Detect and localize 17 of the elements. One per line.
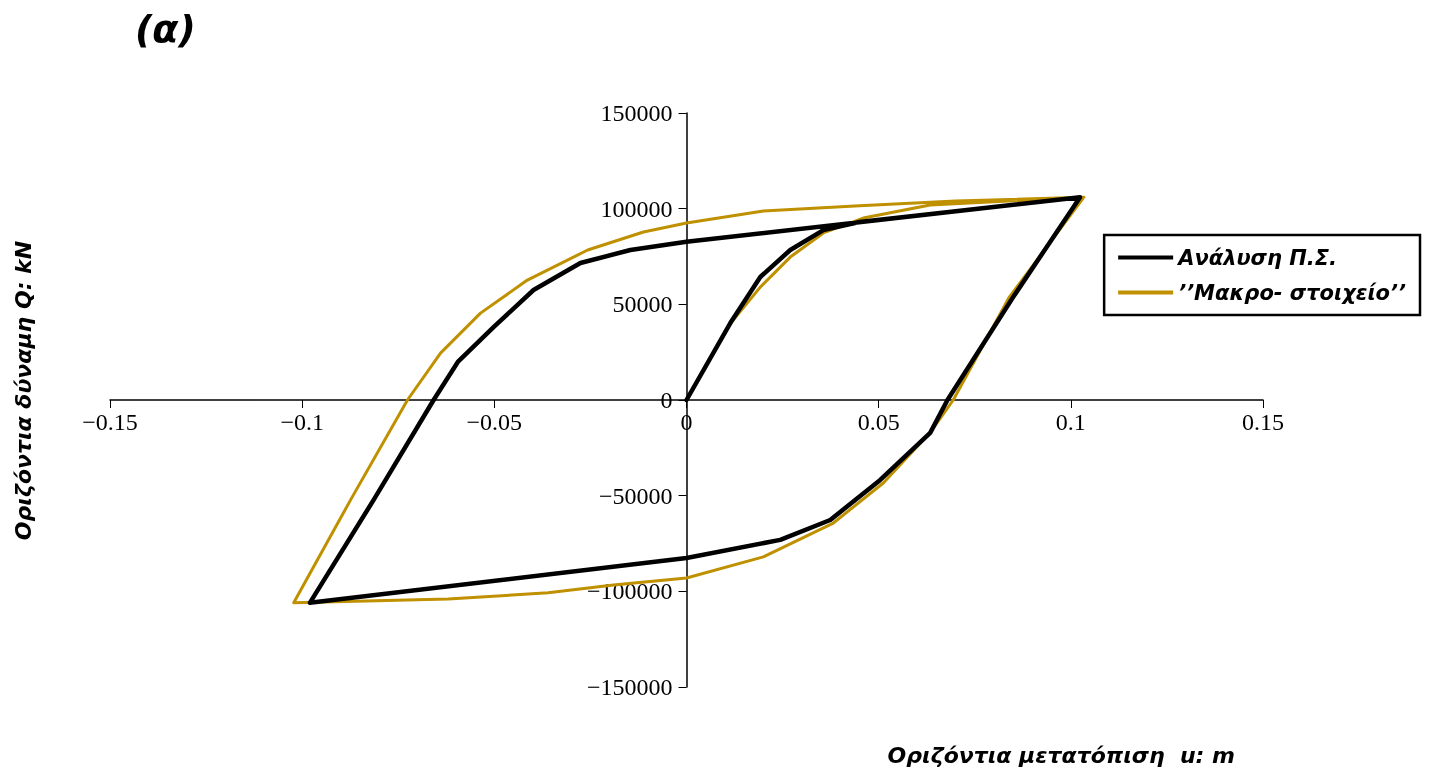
x-axis-title: Οριζόντια μετατόπιση u: m	[887, 742, 1236, 768]
x-tick-label: −0.15	[82, 409, 138, 435]
chart-title: (α)	[135, 7, 196, 51]
x-tick-label: −0.1	[280, 409, 324, 435]
legend-label: Ανάλυση Π.Σ.	[1176, 245, 1338, 270]
y-tick-label: 150000	[600, 100, 673, 126]
legend-label: ’’Μακρο- στοιχείο’’	[1178, 280, 1407, 305]
y-tick-label: −100000	[586, 578, 673, 605]
x-tick-label: 0.15	[1242, 409, 1284, 435]
y-tick-label: 100000	[600, 195, 673, 222]
y-tick-label: −150000	[586, 674, 673, 700]
x-tick-label: 0.1	[1055, 409, 1086, 435]
y-tick-label: 50000	[612, 291, 673, 318]
x-tick-label: −0.05	[466, 409, 523, 435]
y-axis-title: Οριζόντια δύναμη Q: kN	[10, 240, 36, 541]
y-tick-label: −50000	[598, 482, 673, 509]
x-tick-label: 0.05	[857, 409, 900, 435]
